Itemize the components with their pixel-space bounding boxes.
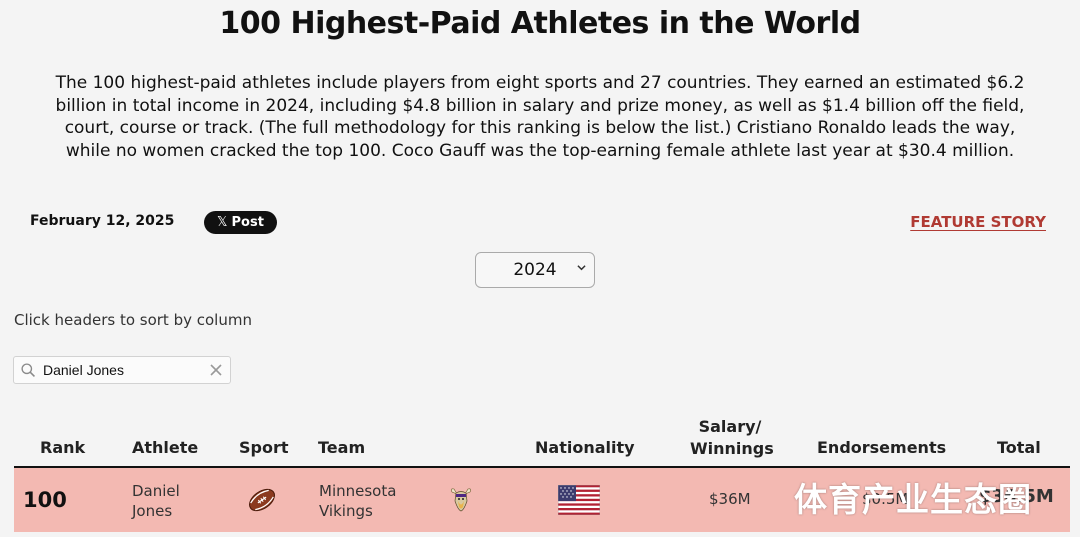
publish-date: February 12, 2025 bbox=[30, 213, 175, 229]
page-title: 100 Highest-Paid Athletes in the World bbox=[219, 6, 861, 41]
team-name-line2: Vikings bbox=[319, 502, 373, 520]
athlete-last-name: Jones bbox=[132, 502, 173, 520]
search-value: Daniel Jones bbox=[43, 362, 124, 378]
football-icon bbox=[249, 488, 275, 512]
endorsements-cell: $0.5M bbox=[862, 490, 909, 508]
team-cell: Minnesota Vikings bbox=[319, 481, 396, 521]
intro-paragraph: The 100 highest-paid athletes include pl… bbox=[55, 73, 1025, 161]
column-header-athlete[interactable]: Athlete bbox=[132, 438, 199, 457]
column-header-team[interactable]: Team bbox=[318, 438, 366, 457]
us-flag-icon bbox=[558, 485, 600, 515]
sort-hint: Click headers to sort by column bbox=[14, 311, 252, 329]
salary-header-line2: Winnings bbox=[690, 439, 774, 458]
year-select[interactable]: 2024 bbox=[475, 252, 595, 288]
column-header-sport[interactable]: Sport bbox=[239, 438, 289, 457]
column-header-total[interactable]: Total bbox=[997, 438, 1041, 457]
athlete-cell: Daniel Jones bbox=[132, 481, 180, 521]
feature-story-link[interactable]: FEATURE STORY bbox=[910, 213, 1046, 231]
clear-search-icon[interactable] bbox=[209, 363, 223, 377]
salary-cell: $36M bbox=[709, 490, 751, 508]
total-cell: $36.5M bbox=[979, 486, 1054, 507]
table-row[interactable]: 100 Daniel Jones Minnesota Vikings bbox=[14, 468, 1070, 532]
search-input[interactable]: Daniel Jones bbox=[13, 356, 231, 384]
column-header-nationality[interactable]: Nationality bbox=[535, 438, 635, 457]
search-icon bbox=[21, 363, 35, 377]
salary-header-line1: Salary/ bbox=[698, 417, 762, 436]
column-header-endorsements[interactable]: Endorsements bbox=[817, 438, 947, 457]
athlete-first-name: Daniel bbox=[132, 482, 180, 500]
watermark-text: 体育产业生态圈 bbox=[794, 480, 1032, 519]
rank-cell: 100 bbox=[23, 488, 67, 512]
year-select-value: 2024 bbox=[513, 260, 557, 280]
x-logo-icon: 𝕏 bbox=[217, 215, 228, 230]
x-post-label: Post bbox=[231, 215, 264, 230]
vikings-logo-icon bbox=[451, 488, 471, 512]
header-divider bbox=[14, 466, 1070, 468]
column-header-salary[interactable]: Salary/ Winnings bbox=[690, 416, 774, 460]
column-header-rank[interactable]: Rank bbox=[40, 438, 86, 457]
team-name-line1: Minnesota bbox=[319, 482, 397, 500]
x-post-button[interactable]: 𝕏 Post bbox=[204, 211, 277, 234]
chevron-down-icon bbox=[577, 265, 586, 271]
